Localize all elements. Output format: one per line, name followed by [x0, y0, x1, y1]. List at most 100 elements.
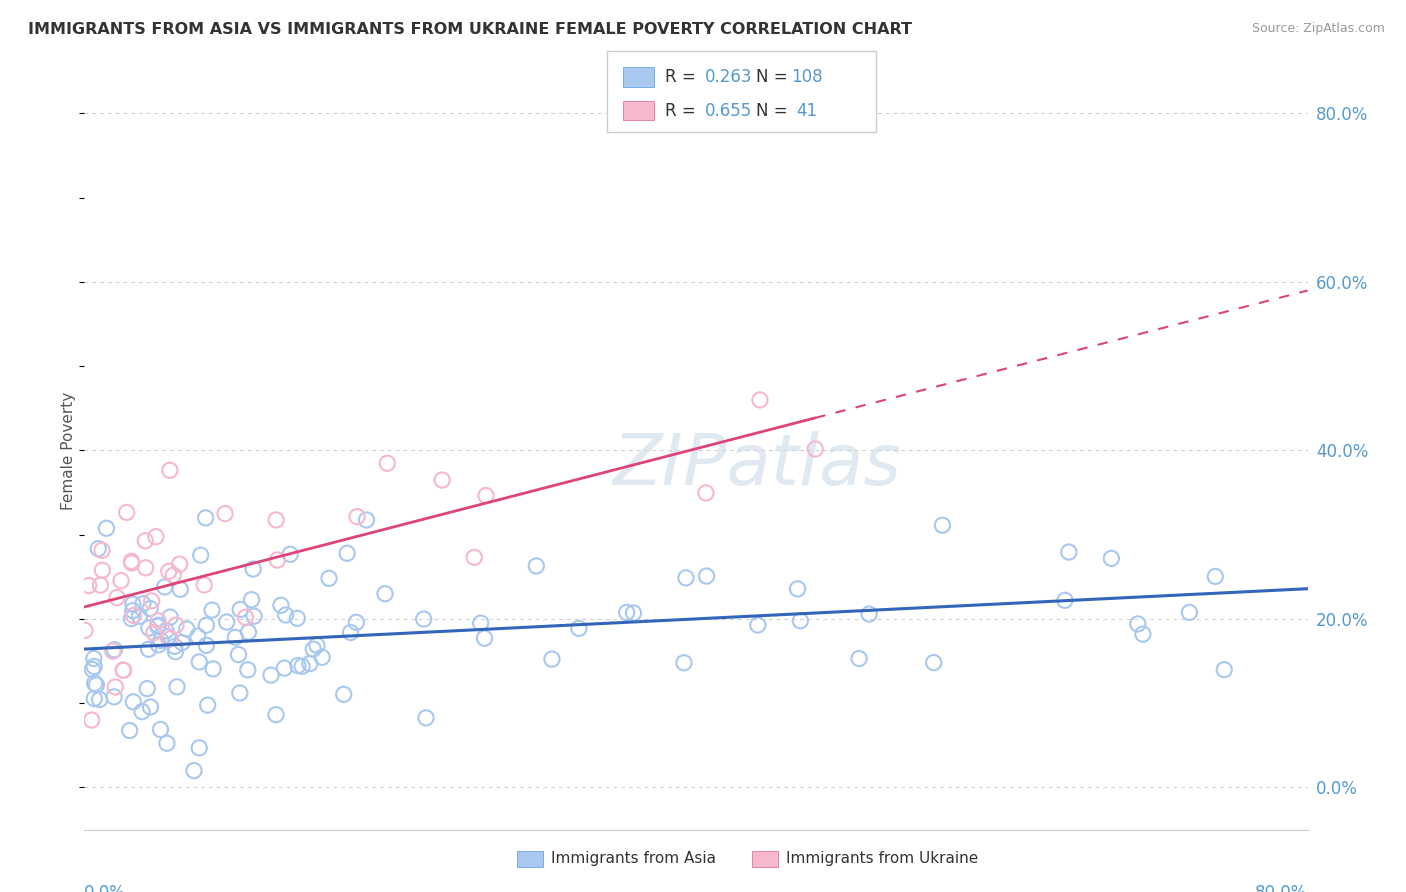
- Point: [201, 603, 224, 617]
- Point: [229, 602, 252, 616]
- Point: [215, 615, 238, 629]
- Text: 0.655: 0.655: [704, 102, 752, 120]
- Point: [375, 456, 398, 470]
- Point: [202, 662, 225, 676]
- Point: [922, 656, 945, 670]
- Point: [695, 486, 717, 500]
- Point: [287, 658, 309, 673]
- Point: [264, 707, 287, 722]
- Point: [156, 736, 179, 750]
- Point: [188, 655, 211, 669]
- Point: [195, 618, 218, 632]
- Point: [163, 640, 186, 654]
- Point: [242, 562, 264, 576]
- Text: 80.0%: 80.0%: [1256, 884, 1308, 892]
- Point: [156, 630, 179, 644]
- Point: [298, 657, 321, 671]
- Point: [138, 642, 160, 657]
- Point: [136, 681, 159, 696]
- Point: [146, 618, 169, 632]
- Point: [197, 698, 219, 712]
- Point: [346, 509, 368, 524]
- Text: ZIPatlas: ZIPatlas: [613, 431, 901, 500]
- Point: [149, 723, 172, 737]
- Point: [374, 587, 396, 601]
- Point: [336, 546, 359, 560]
- Point: [616, 606, 638, 620]
- Point: [149, 633, 172, 648]
- Text: N =: N =: [756, 102, 793, 120]
- Point: [278, 547, 301, 561]
- Point: [134, 533, 156, 548]
- Point: [260, 668, 283, 682]
- Point: [82, 662, 104, 676]
- Point: [162, 568, 184, 582]
- Point: [96, 521, 118, 535]
- Point: [1178, 606, 1201, 620]
- Point: [122, 608, 145, 623]
- Point: [138, 621, 160, 635]
- Text: Immigrants from Ukraine: Immigrants from Ukraine: [786, 852, 979, 866]
- Point: [672, 656, 695, 670]
- Point: [339, 625, 361, 640]
- Point: [243, 609, 266, 624]
- Point: [318, 571, 340, 585]
- Text: Source: ZipAtlas.com: Source: ZipAtlas.com: [1251, 22, 1385, 36]
- Point: [356, 513, 378, 527]
- Text: R =: R =: [665, 102, 702, 120]
- Point: [170, 635, 193, 649]
- Point: [748, 392, 770, 407]
- Point: [83, 691, 105, 706]
- Point: [159, 632, 181, 646]
- Point: [273, 661, 295, 675]
- Point: [122, 597, 145, 611]
- Point: [87, 541, 110, 556]
- Point: [89, 578, 111, 592]
- Point: [118, 723, 141, 738]
- Point: [541, 652, 564, 666]
- Point: [463, 550, 485, 565]
- Point: [747, 618, 769, 632]
- Point: [148, 638, 170, 652]
- Point: [73, 624, 96, 638]
- Point: [155, 624, 177, 638]
- Point: [131, 705, 153, 719]
- Point: [145, 530, 167, 544]
- Text: N =: N =: [756, 68, 793, 86]
- Point: [83, 676, 105, 690]
- Text: R =: R =: [665, 68, 702, 86]
- Point: [274, 607, 297, 622]
- Point: [291, 659, 314, 673]
- Point: [1132, 627, 1154, 641]
- Point: [187, 629, 209, 643]
- Point: [101, 644, 124, 658]
- Text: 0.0%: 0.0%: [84, 884, 127, 892]
- Point: [139, 601, 162, 615]
- Point: [115, 505, 138, 519]
- Point: [415, 711, 437, 725]
- Point: [153, 580, 176, 594]
- Point: [931, 518, 953, 533]
- Point: [169, 582, 191, 597]
- Point: [224, 630, 246, 644]
- Point: [103, 642, 125, 657]
- Point: [146, 614, 169, 628]
- Point: [165, 645, 187, 659]
- Point: [112, 663, 135, 677]
- Point: [165, 618, 187, 632]
- Point: [135, 561, 157, 575]
- Point: [104, 680, 127, 694]
- Point: [1204, 569, 1226, 583]
- Text: 108: 108: [792, 68, 823, 86]
- Text: IMMIGRANTS FROM ASIA VS IMMIGRANTS FROM UKRAINE FEMALE POVERTY CORRELATION CHART: IMMIGRANTS FROM ASIA VS IMMIGRANTS FROM …: [28, 22, 912, 37]
- Point: [302, 642, 325, 657]
- Point: [157, 565, 180, 579]
- Point: [332, 687, 354, 701]
- Point: [166, 680, 188, 694]
- Point: [103, 690, 125, 704]
- Point: [1213, 663, 1236, 677]
- Point: [188, 740, 211, 755]
- Point: [236, 663, 259, 677]
- Point: [77, 578, 100, 592]
- Point: [858, 607, 880, 621]
